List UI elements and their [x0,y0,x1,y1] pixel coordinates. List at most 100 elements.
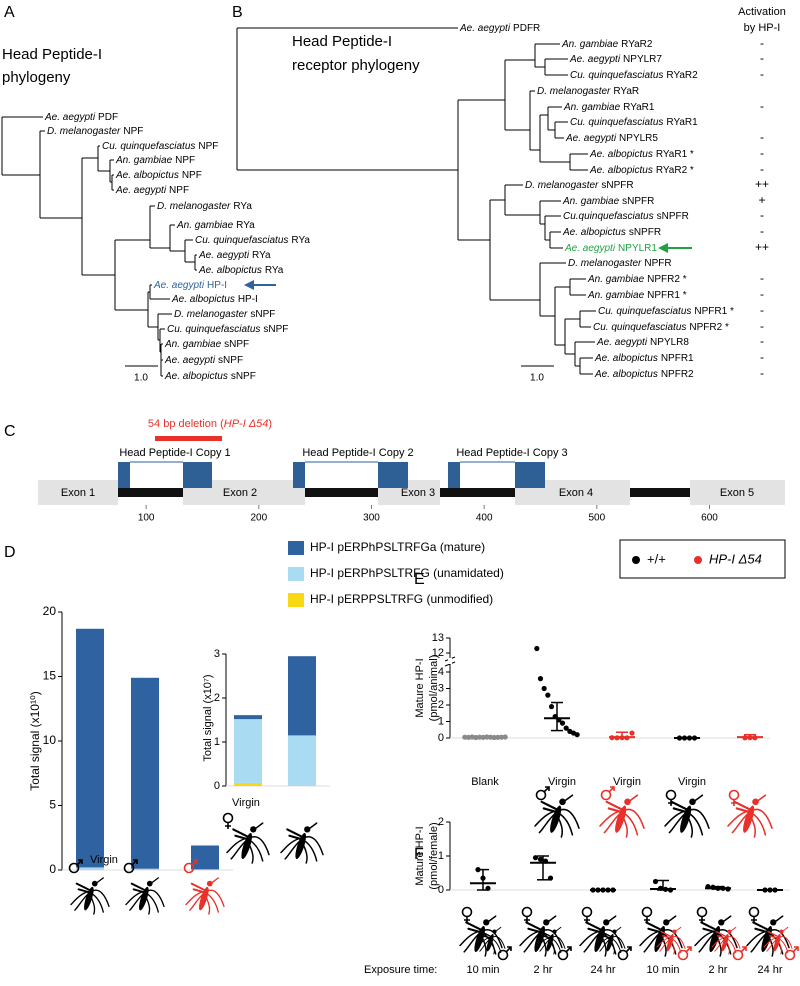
symbol-ring [728,789,740,801]
y-tick-label: 3 [438,682,444,694]
peptide-copy [515,462,545,488]
activation: - [760,287,764,301]
wings [660,930,674,940]
symbol-arrow [740,946,747,953]
leaf-label: Cu.quinquefasciatus sNPFR [563,211,689,222]
gene: RYaR2 * [656,165,694,176]
y-tick-label: 2 [214,692,220,704]
wings [190,882,208,895]
gene: sNPFR [629,227,661,238]
exon-label: Exon 1 [61,487,95,499]
data-point [498,734,505,740]
activation: - [760,224,764,238]
leaf-label: An. gambiae NPFR2 * [587,274,687,285]
species: D. melanogaster [174,309,248,320]
species: Ae. aegypti [596,337,648,348]
x-tick-label: 500 [588,513,605,524]
activation: - [760,271,764,285]
species: D. melanogaster [537,86,611,97]
bar-segment [76,867,104,870]
species: D. melanogaster [568,258,642,269]
deletion-bar [155,436,222,441]
gene: sNPF [250,309,275,320]
wings [670,800,691,814]
copy-label: Head Peptide-I Copy 2 [302,447,413,459]
mosquito-icon [664,794,710,838]
species: Ae. aegypti [564,243,616,254]
column-header: by HP-I [744,22,781,34]
exon-label: Exon 4 [559,487,593,499]
x-tick-label: 400 [476,513,493,524]
panel-letter: B [232,4,243,21]
intron [630,488,690,497]
leaf-label: Ae. aegypti sNPF [164,355,243,366]
head [206,880,213,887]
species: Ae. aegypti [153,280,205,291]
sex-symbol [68,859,83,874]
category-label: Virgin [548,776,576,788]
data-point [545,692,551,698]
category-label: Virgin [613,776,641,788]
symbol-ring [183,862,195,874]
head [770,919,777,926]
gene: RYaR1 [666,117,698,128]
copy-label: Head Peptide-I Copy 1 [119,447,230,459]
activation: ++ [755,177,769,191]
gene: sNPF [231,371,256,382]
activation: - [760,162,764,176]
legs [536,926,566,955]
category-label: Virgin [232,797,260,809]
y-tick-label: 4 [438,666,444,678]
leaf-label: D. melanogaster NPF [47,126,143,137]
wings [75,882,93,895]
gene: NPFR2 * [647,274,687,285]
gene: NPFR1 [661,353,694,364]
legs [280,822,324,864]
activation: - [760,334,764,348]
species: Ae. albopictus [115,170,179,181]
wings [540,800,561,814]
head [718,919,725,926]
symbol-ring [557,949,569,961]
legs [727,794,773,838]
arrow-head [658,243,668,253]
leaf-label: An. gambiae NPF [115,155,195,166]
symbol-cross [225,822,231,829]
exon-label: Exon 3 [401,487,435,499]
peptide-copy [378,462,408,488]
species: An. gambiae [115,155,173,166]
symbol-arrow [608,786,615,793]
symbol-cross [644,916,650,923]
wings [540,930,554,940]
gene: NPYLR5 [619,133,658,144]
y-tick-label: 20 [43,604,57,618]
mosquito-icon [596,926,626,955]
symbol-cross [699,916,705,923]
panel-letter: E [414,571,425,588]
bar-segment [234,719,262,783]
gene: RYaR2 [666,70,698,81]
sex-symbol [617,946,632,961]
leaf-label: Ae. albopictus HP-I [171,294,258,305]
leaf-label: Ae. aegypti NPYLR7 [569,54,662,65]
species: Cu.quinquefasciatus [563,211,654,222]
symbol-ring [222,812,234,824]
leaf-label: Cu. quinquefasciatus RYaR2 [570,70,698,81]
species: Cu. quinquefasciatus [598,306,691,317]
bar-segment [234,782,262,786]
leaf-label: Cu. quinquefasciatus NPF [102,141,218,152]
category-label: Virgin [678,776,706,788]
symbol-cross [464,916,470,923]
category-label: 2 hr [534,964,553,976]
sex-symbol [600,786,615,801]
sex-symbol [748,906,760,923]
species: Cu. quinquefasciatus [570,117,663,128]
data-point [547,875,554,881]
data-point [462,734,468,740]
legs [656,926,686,955]
y-axis-label: Mature HP-I [414,826,426,885]
legend-label: HP-I pERPPSLTRFG (unmodified) [310,592,493,606]
panel-letter: F [414,846,424,863]
